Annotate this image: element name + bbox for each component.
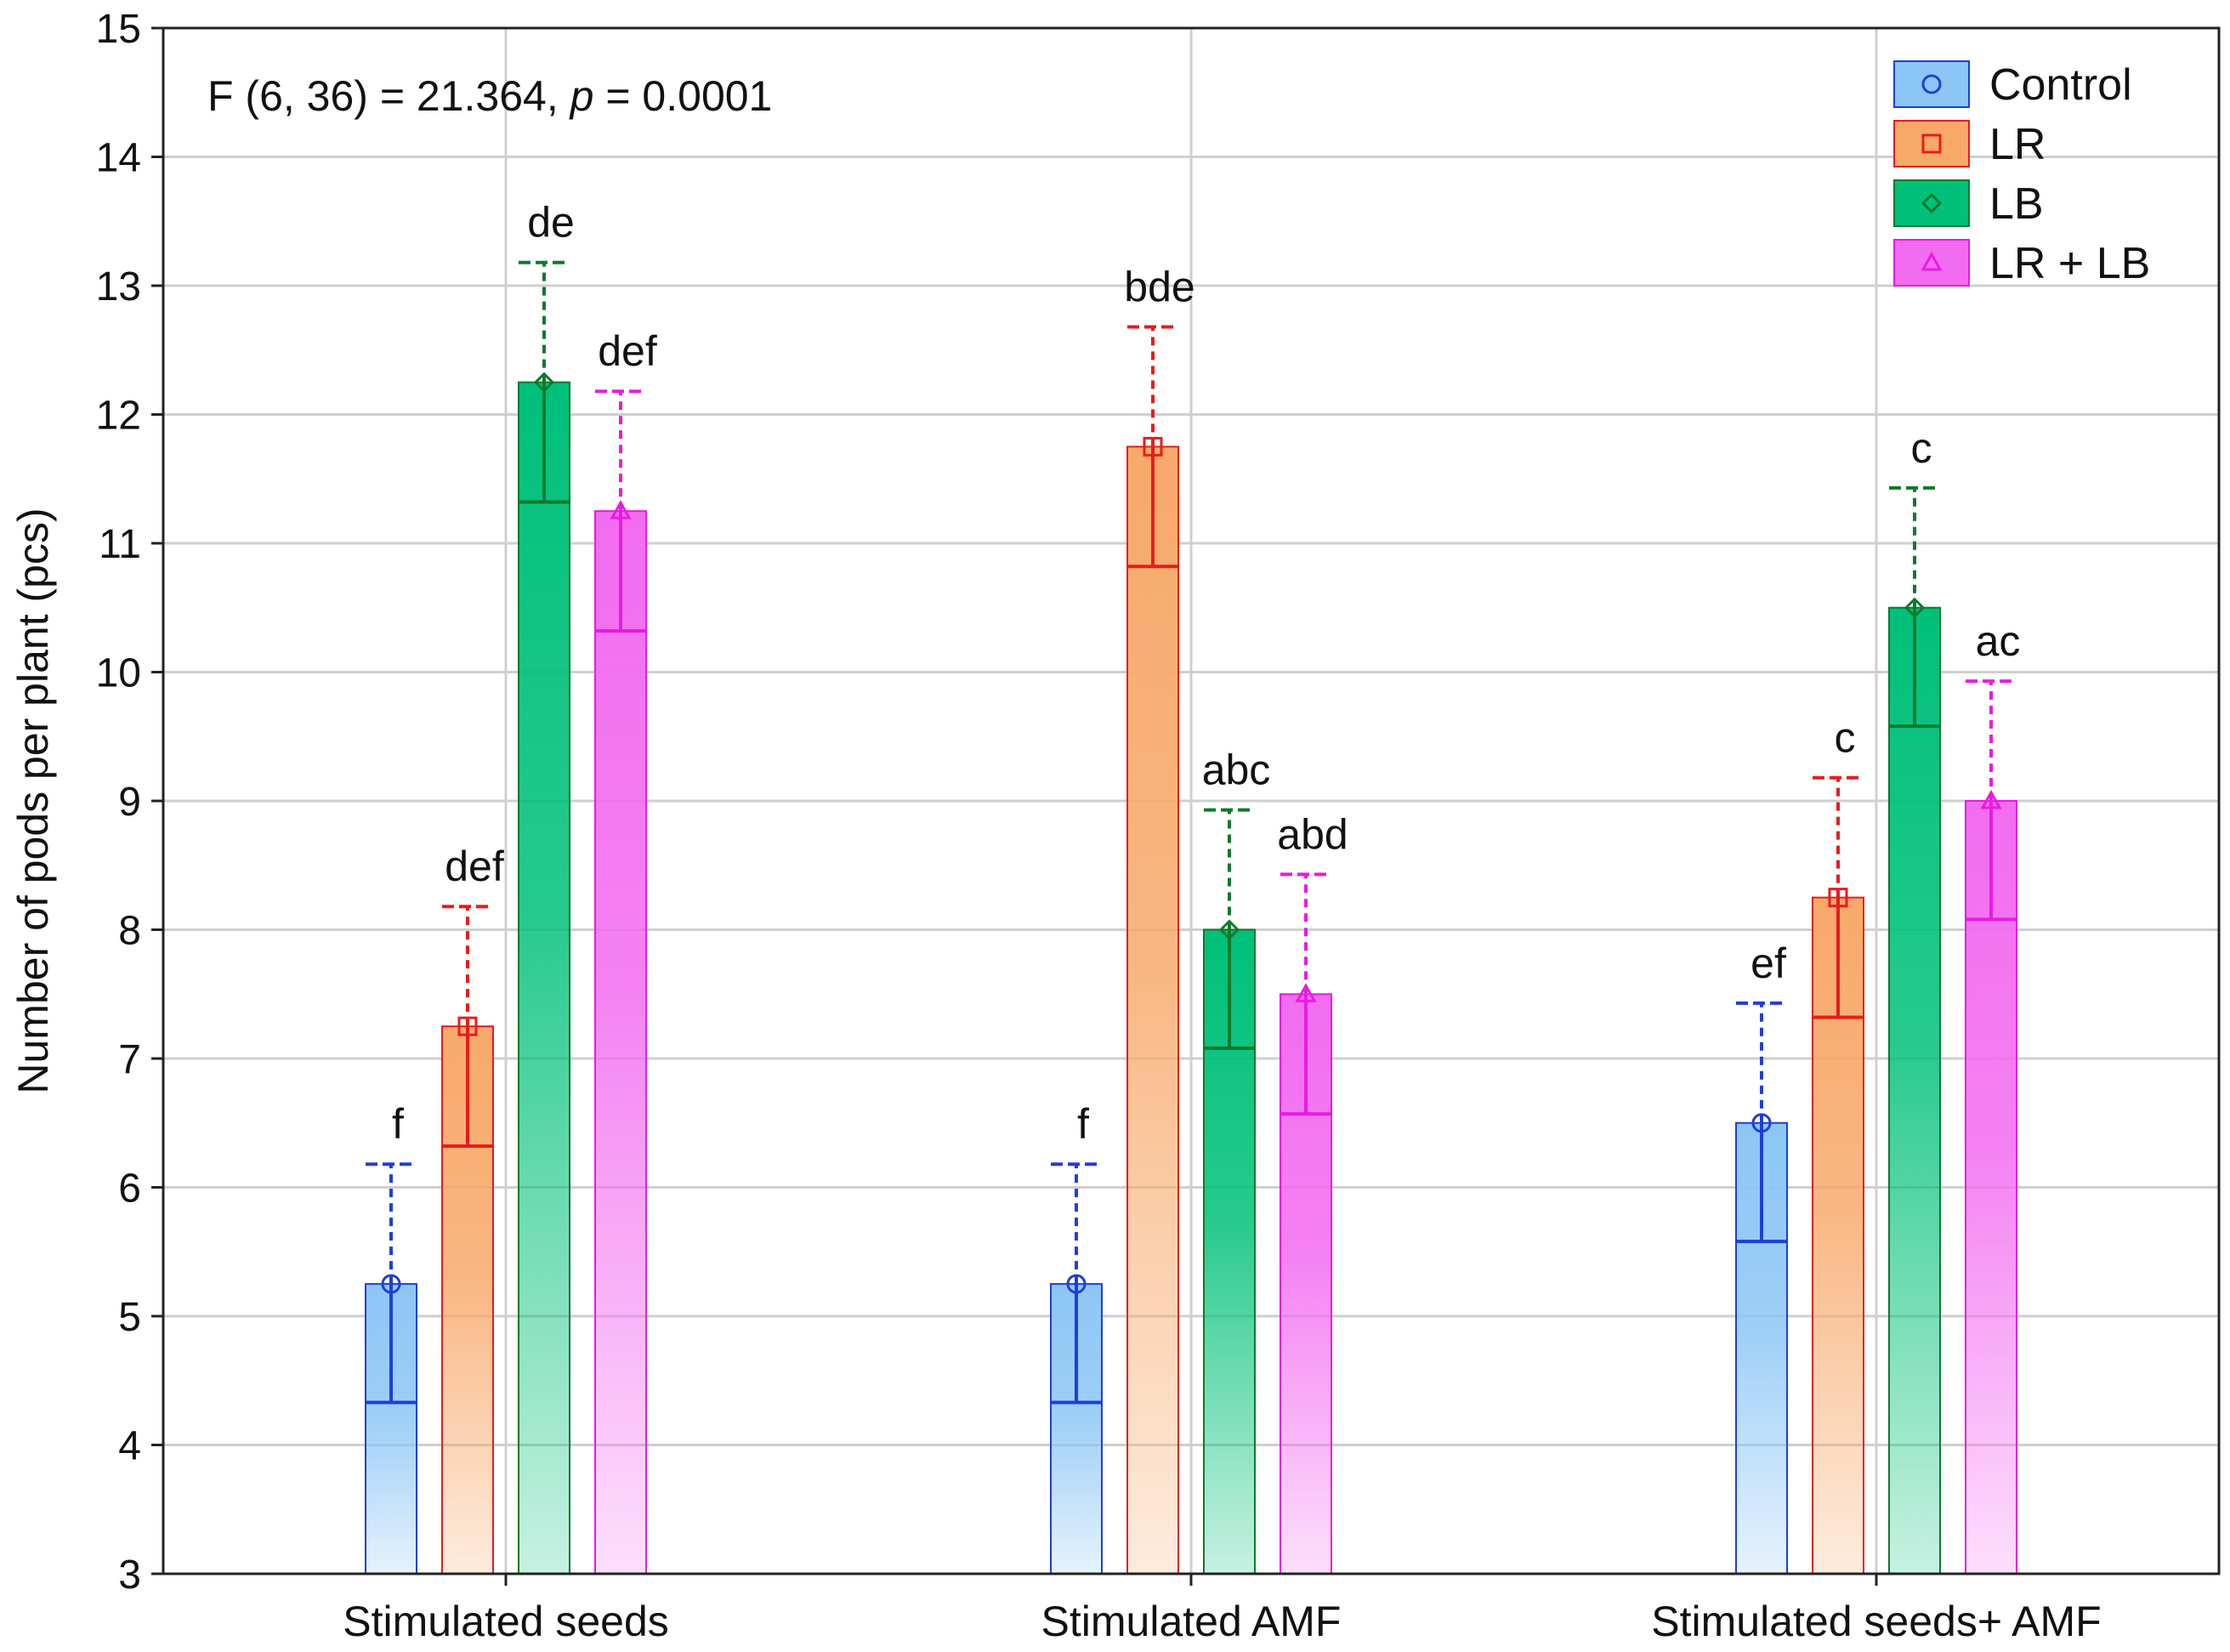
legend-marker-3 <box>1921 251 1943 271</box>
marker-1-1 <box>1143 436 1163 457</box>
marker-0-2 <box>533 372 555 393</box>
bar-0-3 <box>594 510 647 1575</box>
y-tick-label-5: 5 <box>118 1295 141 1340</box>
marker-2-3 <box>1980 789 2002 809</box>
legend-label-2: LB <box>1989 179 2044 229</box>
y-tick-label-4: 4 <box>118 1424 141 1469</box>
y-axis-label: Number of pods per plant (pcs) <box>9 508 57 1093</box>
stats-annotation-p: p <box>569 72 594 120</box>
significance-letter-2-1: c <box>1835 714 1856 762</box>
marker-1-0 <box>1066 1274 1087 1294</box>
significance-letter-2-0: ef <box>1751 940 1786 987</box>
significance-letter-0-0: f <box>392 1100 404 1148</box>
marker-1-3 <box>1295 983 1317 1002</box>
significance-letter-1-1: bde <box>1124 263 1194 310</box>
marker-2-1 <box>1828 888 1848 908</box>
significance-letter-2-3: ac <box>1976 617 2021 665</box>
bar-2-2 <box>1888 606 1941 1575</box>
significance-letter-0-2: de <box>527 199 575 247</box>
stats-annotation-prefix: F (6, 36) = 21.364, <box>207 72 570 120</box>
marker-2-0 <box>1751 1113 1772 1133</box>
y-tick-label-13: 13 <box>96 264 141 309</box>
y-tick-label-3: 3 <box>118 1553 141 1598</box>
marker-0-1 <box>457 1016 478 1036</box>
legend-label-0: Control <box>1989 60 2132 110</box>
y-tick-label-15: 15 <box>96 7 141 52</box>
bar-1-1 <box>1126 446 1179 1575</box>
legend-swatch-1 <box>1893 120 1970 167</box>
y-tick-label-11: 11 <box>99 522 141 567</box>
significance-letter-0-1: def <box>445 843 504 890</box>
y-tick-label-6: 6 <box>118 1167 141 1212</box>
legend-marker-2 <box>1921 192 1943 214</box>
significance-letter-1-2: abc <box>1202 747 1271 794</box>
marker-2-2 <box>1904 597 1926 618</box>
legend-swatch-2 <box>1893 179 1970 227</box>
significance-letter-2-2: c <box>1911 424 1932 472</box>
y-tick-label-12: 12 <box>96 394 141 439</box>
x-tick-label-0: Stimulated seeds <box>343 1598 669 1645</box>
marker-1-2 <box>1218 919 1240 940</box>
marker-0-3 <box>610 500 632 519</box>
y-tick-label-9: 9 <box>118 780 141 825</box>
legend-marker-1 <box>1921 133 1942 154</box>
significance-letter-0-3: def <box>598 327 657 375</box>
significance-letter-1-0: f <box>1077 1100 1089 1148</box>
axes: 3 4 5 6 7 8 9 10 11 12 13 14 15 Stimulated seeds Stimu… <box>96 7 2102 1645</box>
legend-label-1: LR <box>1989 120 2046 169</box>
legend: Control LR LB LR + LB <box>1893 60 2150 288</box>
y-tick-label-14: 14 <box>96 136 141 181</box>
grid-lines <box>163 28 2219 1574</box>
legend-marker-0 <box>1921 74 1942 94</box>
stats-annotation-suffix: = 0.0001 <box>593 72 772 120</box>
stats-annotation: F (6, 36) = 21.364, p = 0.0001 <box>207 72 772 120</box>
legend-swatch-3 <box>1893 239 1970 287</box>
legend-label-3: LR + LB <box>1989 239 2150 288</box>
y-tick-label-10: 10 <box>96 651 141 696</box>
x-tick-label-2: Stimulated seeds+ AMF <box>1651 1598 2101 1645</box>
x-tick-label-1: Stimulated AMF <box>1041 1598 1342 1645</box>
marker-0-0 <box>381 1274 401 1294</box>
y-tick-label-7: 7 <box>118 1037 141 1082</box>
significance-letter-1-3: abd <box>1277 810 1348 858</box>
y-tick-label-8: 8 <box>118 909 141 954</box>
legend-swatch-0 <box>1893 60 1970 108</box>
bar-0-2 <box>518 381 570 1575</box>
